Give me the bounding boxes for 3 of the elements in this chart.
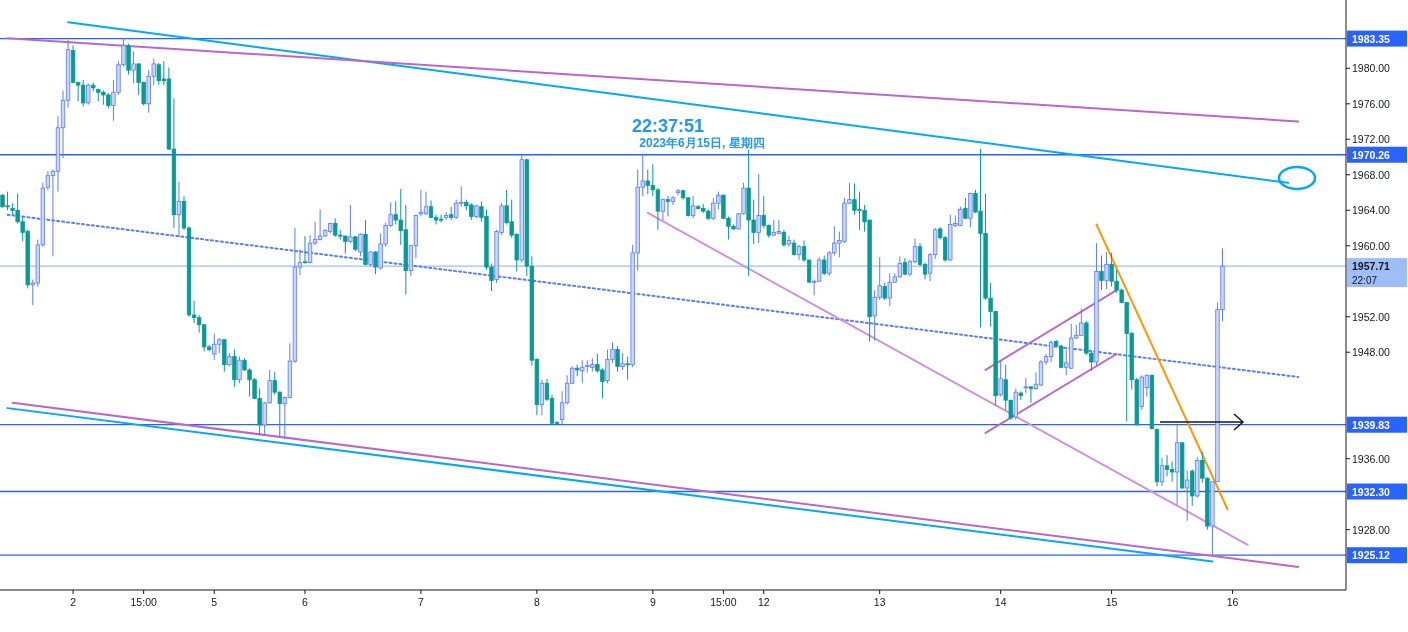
annotation: 22:07 (1352, 275, 1378, 287)
annotation: 22:37:51 (631, 116, 705, 136)
annotation: 2023年6月15日, 星期四 (639, 136, 765, 150)
